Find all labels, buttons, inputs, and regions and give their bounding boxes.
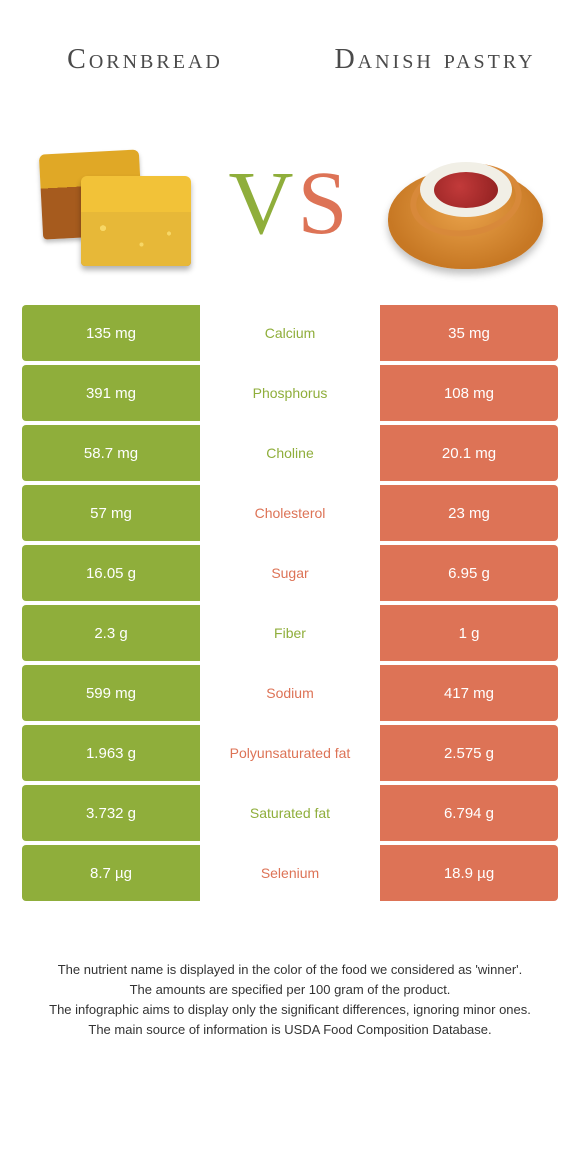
value-right: 2.575 g bbox=[380, 725, 558, 781]
value-right: 23 mg bbox=[380, 485, 558, 541]
nutrient-row: 1.963 gPolyunsaturated fat2.575 g bbox=[22, 725, 558, 781]
value-left: 599 mg bbox=[22, 665, 200, 721]
danish-pastry-icon bbox=[370, 124, 560, 284]
nutrient-row: 391 mgPhosphorus108 mg bbox=[22, 365, 558, 421]
value-right: 18.9 µg bbox=[380, 845, 558, 901]
nutrient-label: Cholesterol bbox=[200, 485, 380, 541]
value-right: 35 mg bbox=[380, 305, 558, 361]
value-left: 2.3 g bbox=[22, 605, 200, 661]
comparison-infographic: Cornbread Danish pastry VS 135 mgCalcium… bbox=[0, 0, 580, 1071]
value-left: 3.732 g bbox=[22, 785, 200, 841]
value-left: 8.7 µg bbox=[22, 845, 200, 901]
nutrient-row: 16.05 gSugar6.95 g bbox=[22, 545, 558, 601]
value-right: 6.95 g bbox=[380, 545, 558, 601]
vs-label: VS bbox=[228, 159, 351, 249]
value-right: 417 mg bbox=[380, 665, 558, 721]
nutrient-label: Polyunsaturated fat bbox=[200, 725, 380, 781]
titles-row: Cornbread Danish pastry bbox=[0, 0, 580, 120]
nutrient-row: 135 mgCalcium35 mg bbox=[22, 305, 558, 361]
value-right: 108 mg bbox=[380, 365, 558, 421]
footer-line: The infographic aims to display only the… bbox=[42, 1000, 538, 1020]
value-right: 20.1 mg bbox=[380, 425, 558, 481]
nutrient-row: 8.7 µgSelenium18.9 µg bbox=[22, 845, 558, 901]
value-left: 391 mg bbox=[22, 365, 200, 421]
title-left: Cornbread bbox=[0, 44, 290, 76]
value-right: 1 g bbox=[380, 605, 558, 661]
value-left: 57 mg bbox=[22, 485, 200, 541]
nutrient-label: Fiber bbox=[200, 605, 380, 661]
nutrient-label: Saturated fat bbox=[200, 785, 380, 841]
value-left: 135 mg bbox=[22, 305, 200, 361]
title-right: Danish pastry bbox=[290, 44, 580, 76]
nutrient-label: Selenium bbox=[200, 845, 380, 901]
vs-s: S bbox=[297, 154, 351, 253]
nutrient-row: 58.7 mgCholine20.1 mg bbox=[22, 425, 558, 481]
footer-notes: The nutrient name is displayed in the co… bbox=[0, 905, 580, 1071]
nutrient-row: 599 mgSodium417 mg bbox=[22, 665, 558, 721]
nutrient-label: Sodium bbox=[200, 665, 380, 721]
vs-v: V bbox=[228, 154, 297, 253]
value-left: 58.7 mg bbox=[22, 425, 200, 481]
value-left: 16.05 g bbox=[22, 545, 200, 601]
nutrient-label: Phosphorus bbox=[200, 365, 380, 421]
footer-line: The main source of information is USDA F… bbox=[42, 1020, 538, 1040]
footer-line: The nutrient name is displayed in the co… bbox=[42, 960, 538, 980]
nutrient-table: 135 mgCalcium35 mg391 mgPhosphorus108 mg… bbox=[0, 305, 580, 901]
hero-row: VS bbox=[0, 120, 580, 305]
footer-line: The amounts are specified per 100 gram o… bbox=[42, 980, 538, 1000]
nutrient-row: 2.3 gFiber1 g bbox=[22, 605, 558, 661]
nutrient-row: 57 mgCholesterol23 mg bbox=[22, 485, 558, 541]
nutrient-label: Sugar bbox=[200, 545, 380, 601]
nutrient-label: Calcium bbox=[200, 305, 380, 361]
nutrient-label: Choline bbox=[200, 425, 380, 481]
nutrient-row: 3.732 gSaturated fat6.794 g bbox=[22, 785, 558, 841]
value-left: 1.963 g bbox=[22, 725, 200, 781]
cornbread-icon bbox=[19, 124, 209, 284]
value-right: 6.794 g bbox=[380, 785, 558, 841]
